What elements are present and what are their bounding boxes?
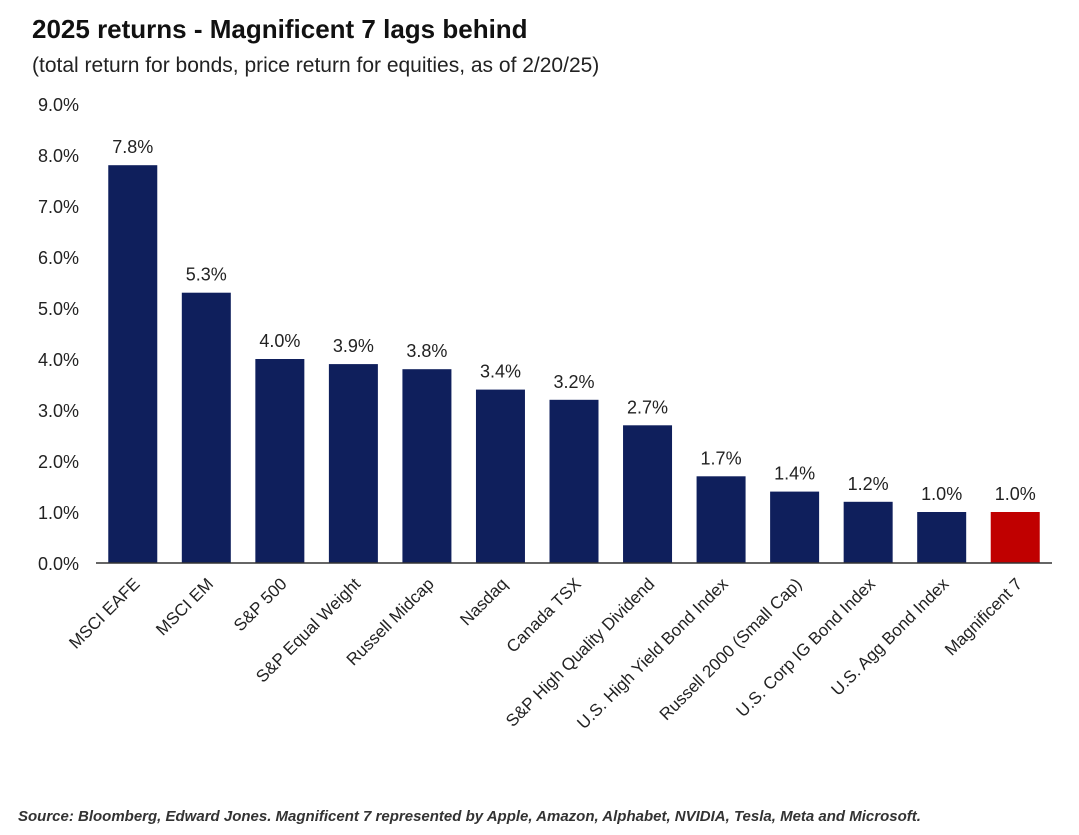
category-label: MSCI EM [152, 574, 217, 639]
data-label: 1.2% [848, 474, 889, 494]
y-tick-label: 2.0% [38, 452, 79, 472]
category-label: Russell 2000 (Small Cap) [656, 574, 806, 724]
bar [696, 476, 746, 563]
y-tick-label: 7.0% [38, 197, 79, 217]
data-label: 3.4% [480, 362, 521, 382]
y-tick-label: 3.0% [38, 401, 79, 421]
data-label: 4.0% [259, 331, 300, 351]
bar [108, 165, 158, 563]
data-label: 5.3% [186, 265, 227, 285]
chart-title: 2025 returns - Magnificent 7 lags behind [32, 14, 528, 44]
data-label: 7.8% [112, 137, 153, 157]
data-label: 1.4% [774, 464, 815, 484]
bar [623, 425, 673, 563]
category-label: U.S. High Yield Bond Index [573, 574, 732, 733]
chart-subtitle: (total return for bonds, price return fo… [32, 54, 600, 77]
data-label: 3.8% [406, 341, 447, 361]
bar [770, 491, 820, 563]
y-tick-label: 0.0% [38, 554, 79, 574]
bar [843, 501, 893, 563]
category-label: Canada TSX [503, 574, 585, 656]
data-label: 2.7% [627, 397, 668, 417]
category-label: S&P High Quality Dividend [502, 574, 658, 730]
y-tick-label: 4.0% [38, 350, 79, 370]
bar [402, 369, 452, 563]
bar [328, 364, 378, 563]
category-label: S&P 500 [230, 574, 291, 635]
category-label: Nasdaq [456, 574, 511, 629]
category-label: Magnificent 7 [941, 574, 1026, 659]
bar [990, 512, 1040, 563]
data-label: 1.7% [701, 448, 742, 468]
bar [549, 399, 599, 563]
y-tick-label: 8.0% [38, 146, 79, 166]
data-label: 3.2% [553, 372, 594, 392]
y-tick-label: 9.0% [38, 95, 79, 115]
bar [255, 359, 305, 563]
y-tick-label: 6.0% [38, 248, 79, 268]
bar [917, 512, 967, 563]
data-label: 1.0% [995, 484, 1036, 504]
bar [181, 292, 231, 563]
bar [475, 389, 525, 563]
category-label: MSCI EAFE [65, 574, 143, 652]
y-tick-label: 1.0% [38, 503, 79, 523]
category-label: U.S. Corp IG Bond Index [733, 574, 880, 721]
bar-chart: 0.0% 1.0% 2.0% 3.0% 4.0% 5.0% 6.0% 7.0% 8.0% 9.0%… [38, 95, 1052, 733]
y-tick-label: 5.0% [38, 299, 79, 319]
source-note: Source: Bloomberg, Edward Jones. Magnifi… [18, 808, 921, 825]
data-label: 3.9% [333, 336, 374, 356]
data-label: 1.0% [921, 484, 962, 504]
